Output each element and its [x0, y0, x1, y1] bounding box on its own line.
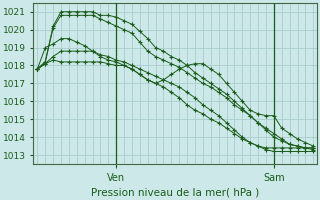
X-axis label: Pression niveau de la mer( hPa ): Pression niveau de la mer( hPa ) — [91, 187, 260, 197]
